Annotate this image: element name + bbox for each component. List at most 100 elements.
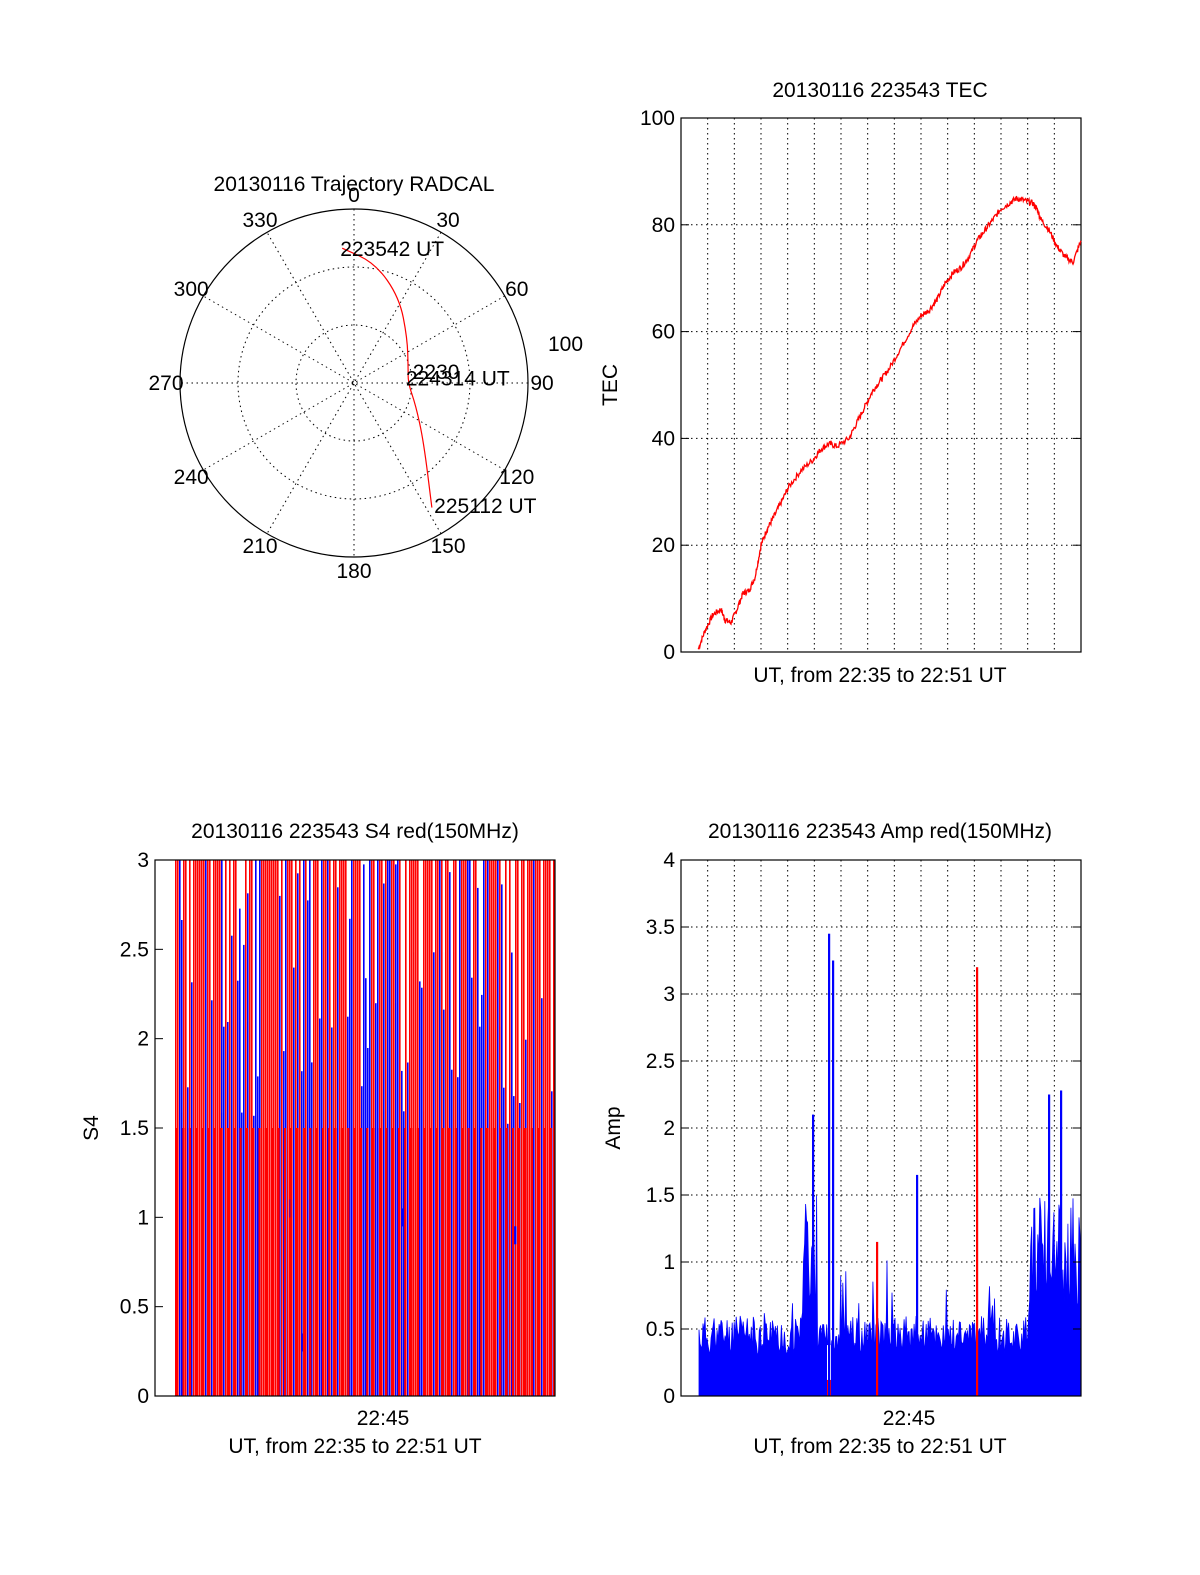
s4-bar	[486, 1128, 489, 1396]
s4-bar	[315, 1128, 318, 1396]
s4-bar	[333, 860, 335, 1396]
s4-bar	[283, 1051, 285, 1396]
time-label-2: 2230	[413, 361, 460, 384]
s4-bar	[302, 1128, 306, 1396]
s4-bar	[290, 1128, 293, 1396]
s4-bar	[328, 1128, 331, 1396]
s4-bar	[397, 1128, 401, 1396]
s4-bar	[296, 1128, 299, 1396]
s4-bar	[267, 860, 269, 1396]
s4-bar	[442, 1128, 445, 1396]
s4-bar	[521, 860, 523, 1396]
s4-bar	[372, 1128, 375, 1396]
s4-bar	[415, 860, 417, 1396]
s4-bar	[533, 860, 535, 1396]
s4-tick-label-0.5: 0.5	[120, 1296, 149, 1319]
amp-peak-3	[876, 1241, 879, 1396]
s4-bar	[413, 860, 415, 1396]
s4-bars	[175, 860, 555, 1396]
s4-bar	[226, 1128, 230, 1396]
s4-bar	[395, 864, 397, 1396]
s4-bar	[213, 860, 215, 1396]
s4-bar	[301, 1071, 303, 1396]
amp-peak-2	[832, 960, 835, 1396]
s4-bar	[447, 860, 449, 1396]
amp-tick-label-1: 1	[663, 1251, 675, 1274]
s4-tick-label-0: 0	[137, 1385, 149, 1408]
s4-bar	[473, 860, 475, 1396]
s4-tick-label-1.5: 1.5	[120, 1117, 149, 1140]
s4-bar	[277, 1128, 280, 1396]
s4-tick-label-2: 2	[137, 1028, 149, 1051]
s4-bar	[523, 860, 525, 1396]
s4-bar	[509, 860, 511, 1396]
s4-bar	[425, 860, 427, 1396]
s4-bar	[239, 1128, 242, 1396]
s4-bar	[409, 860, 411, 1396]
s4-bar	[217, 860, 219, 1396]
s4-bar	[295, 860, 297, 1396]
elevation-ring-30	[237, 266, 471, 500]
s4-bar	[441, 860, 443, 1396]
polar-trajectory-chart: 20130116 Trajectory RADCAL 0 30 60 90 120 150…	[148, 173, 583, 583]
s4-bar	[383, 883, 385, 1396]
tec-line-chart: 20130116 223543 TEC 0 20 40 60 80 100 UT, fro…	[599, 79, 1082, 687]
s4-bar	[261, 860, 263, 1396]
azimuth-label-30: 30	[436, 209, 459, 232]
s4-bar	[255, 860, 257, 1396]
amp-bar-chart: 20130116 223543 Amp red(150MHz) 0 0.5 1 1.5…	[602, 820, 1082, 1458]
s4-y-ticks: 0 0.5 1 1.5 2 2.5 3	[120, 849, 163, 1408]
s4-bar	[207, 1128, 211, 1396]
amp-bars	[698, 933, 1082, 1397]
s4-bar	[211, 1000, 213, 1396]
s4-bar	[491, 860, 493, 1396]
s4-bar	[201, 1128, 204, 1396]
s4-bar	[231, 935, 233, 1396]
s4-bar	[401, 1070, 403, 1396]
s4-bar	[365, 978, 367, 1396]
s4-bar	[176, 1128, 179, 1396]
s4-bar	[283, 1128, 287, 1396]
s4-bar	[191, 982, 193, 1396]
azimuth-label-180: 180	[336, 560, 371, 583]
s4-bar	[225, 860, 227, 1396]
azimuth-label-150: 150	[430, 535, 465, 558]
s4-bar	[233, 1128, 236, 1396]
s4-bar	[269, 860, 271, 1396]
s4-bar	[407, 1062, 409, 1396]
s4-bar	[495, 860, 497, 1396]
s4-bar	[463, 860, 465, 1396]
tec-title: 20130116 223543 TEC	[772, 79, 987, 102]
s4-bar	[416, 1128, 420, 1396]
s4-bar	[340, 1128, 344, 1396]
s4-bar	[457, 1077, 459, 1396]
s4-bar	[439, 860, 441, 1396]
s4-bar	[185, 860, 187, 1396]
s4-bar	[479, 1026, 481, 1396]
s4-bar	[553, 860, 555, 1396]
amp-peak-4	[916, 1174, 919, 1396]
s4-x-tick-label: 22:45	[357, 1407, 410, 1430]
s4-bar	[497, 860, 499, 1396]
s4-bar	[427, 860, 429, 1396]
s4-bar	[287, 860, 289, 1396]
s4-bar	[529, 860, 531, 1396]
s4-bar	[289, 860, 291, 1396]
s4-bar	[483, 860, 485, 1396]
s4-bar	[404, 1128, 407, 1396]
polar-outer-circle	[179, 208, 529, 558]
s4-bar	[471, 977, 473, 1396]
s4-bar	[423, 1128, 426, 1396]
s4-bar-chart: 20130116 223543 S4 red(150MHz) 0 0.5 1 1.5 2…	[80, 820, 556, 1458]
s4-bar	[371, 860, 373, 1396]
s4-bar	[469, 860, 471, 1396]
s4-bar	[366, 1128, 369, 1396]
s4-bar	[505, 1128, 508, 1396]
amp-tick-label-3.5: 3.5	[646, 916, 675, 939]
s4-bar	[179, 860, 181, 1396]
s4-bar	[489, 860, 491, 1396]
s4-bar	[251, 860, 253, 1396]
s4-bar	[359, 860, 361, 1396]
